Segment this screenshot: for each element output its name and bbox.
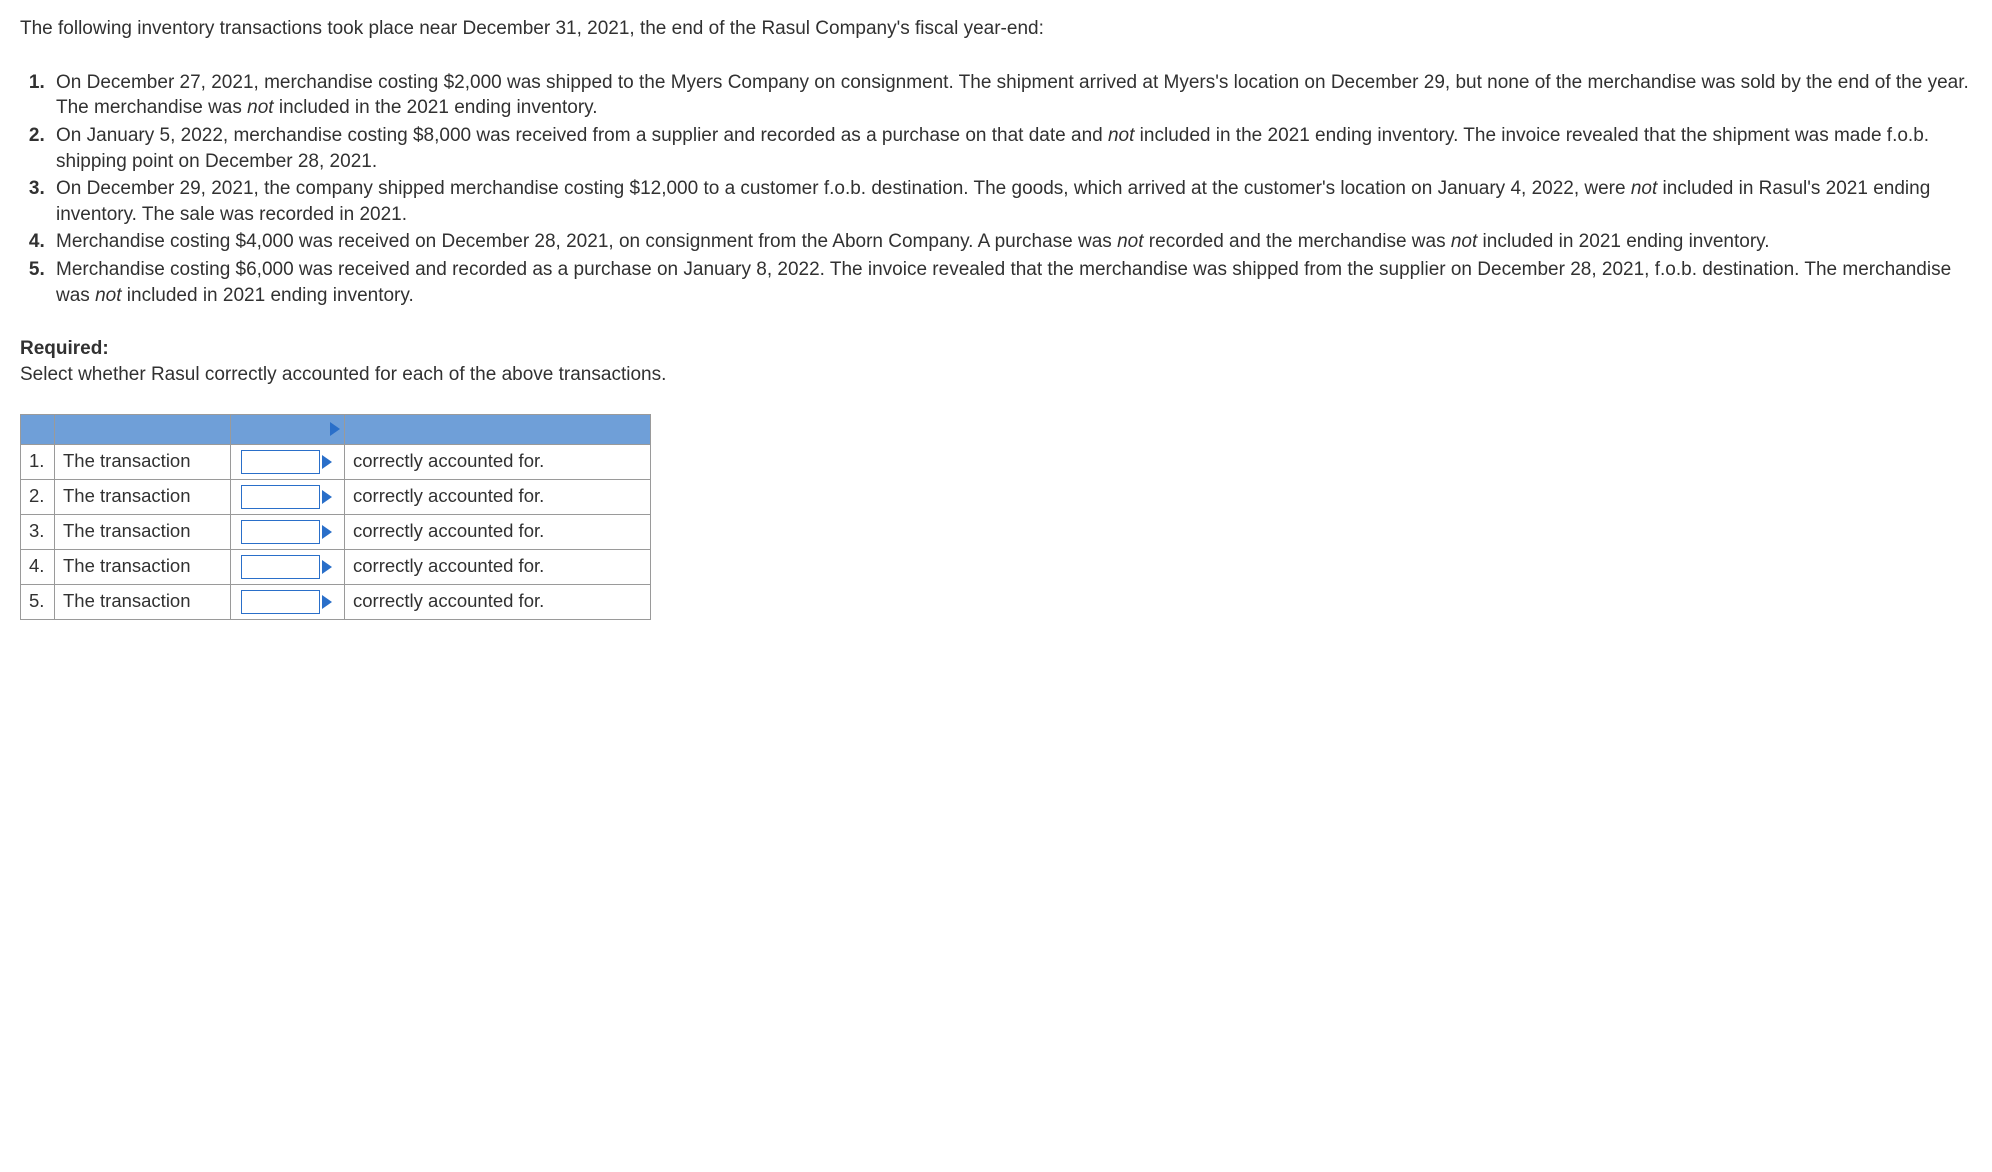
table-row: 5. The transaction correctly accounted f… [21, 584, 651, 619]
select-input[interactable] [241, 590, 320, 614]
header-cell [345, 414, 651, 444]
intro-text: The following inventory transactions too… [20, 16, 1972, 42]
row-transaction-label: The transaction [55, 584, 231, 619]
row-select-cell[interactable] [231, 514, 345, 549]
chevron-right-icon [322, 525, 332, 539]
row-end-text: correctly accounted for. [345, 514, 651, 549]
answer-table: 1. The transaction correctly accounted f… [20, 414, 651, 620]
row-number: 2. [21, 479, 55, 514]
list-item: Merchandise costing $4,000 was received … [50, 229, 1972, 255]
item-text: Merchandise costing $4,000 was received … [56, 231, 1117, 252]
row-select-cell[interactable] [231, 549, 345, 584]
item-text: recorded and the merchandise was [1144, 231, 1451, 252]
item-text: On January 5, 2022, merchandise costing … [56, 125, 1108, 146]
row-number: 3. [21, 514, 55, 549]
item-em: not [1117, 231, 1143, 252]
chevron-right-icon [330, 422, 340, 436]
item-text: included in 2021 ending inventory. [122, 285, 414, 306]
item-text: included in the 2021 ending inventory. [274, 97, 598, 118]
list-item: On December 29, 2021, the company shippe… [50, 176, 1972, 227]
item-em: not [95, 285, 121, 306]
row-transaction-label: The transaction [55, 444, 231, 479]
row-number: 4. [21, 549, 55, 584]
item-em: not [247, 97, 273, 118]
required-section: Required: Select whether Rasul correctly… [20, 336, 1972, 387]
header-cell [55, 414, 231, 444]
header-cell [21, 414, 55, 444]
item-em: not [1451, 231, 1477, 252]
row-transaction-label: The transaction [55, 514, 231, 549]
row-transaction-label: The transaction [55, 549, 231, 584]
select-input[interactable] [241, 555, 320, 579]
list-item: Merchandise costing $6,000 was received … [50, 257, 1972, 308]
list-item: On December 27, 2021, merchandise costin… [50, 70, 1972, 121]
chevron-right-icon [322, 560, 332, 574]
row-select-cell[interactable] [231, 444, 345, 479]
table-row: 3. The transaction correctly accounted f… [21, 514, 651, 549]
transaction-list: On December 27, 2021, merchandise costin… [20, 70, 1972, 309]
select-input[interactable] [241, 450, 320, 474]
row-number: 1. [21, 444, 55, 479]
item-em: not [1108, 125, 1134, 146]
select-input[interactable] [241, 485, 320, 509]
item-text: On December 29, 2021, the company shippe… [56, 178, 1631, 199]
row-end-text: correctly accounted for. [345, 549, 651, 584]
table-row: 4. The transaction correctly accounted f… [21, 549, 651, 584]
required-label: Required: [20, 336, 1972, 362]
row-transaction-label: The transaction [55, 479, 231, 514]
chevron-right-icon [322, 455, 332, 469]
list-item: On January 5, 2022, merchandise costing … [50, 123, 1972, 174]
header-cell [231, 414, 345, 444]
row-end-text: correctly accounted for. [345, 584, 651, 619]
row-end-text: correctly accounted for. [345, 479, 651, 514]
row-number: 5. [21, 584, 55, 619]
required-text: Select whether Rasul correctly accounted… [20, 362, 1972, 388]
row-end-text: correctly accounted for. [345, 444, 651, 479]
chevron-right-icon [322, 490, 332, 504]
table-row: 2. The transaction correctly accounted f… [21, 479, 651, 514]
row-select-cell[interactable] [231, 479, 345, 514]
chevron-right-icon [322, 595, 332, 609]
item-text: included in 2021 ending inventory. [1477, 231, 1769, 252]
table-row: 1. The transaction correctly accounted f… [21, 444, 651, 479]
row-select-cell[interactable] [231, 584, 345, 619]
item-em: not [1631, 178, 1657, 199]
table-header-row [21, 414, 651, 444]
select-input[interactable] [241, 520, 320, 544]
